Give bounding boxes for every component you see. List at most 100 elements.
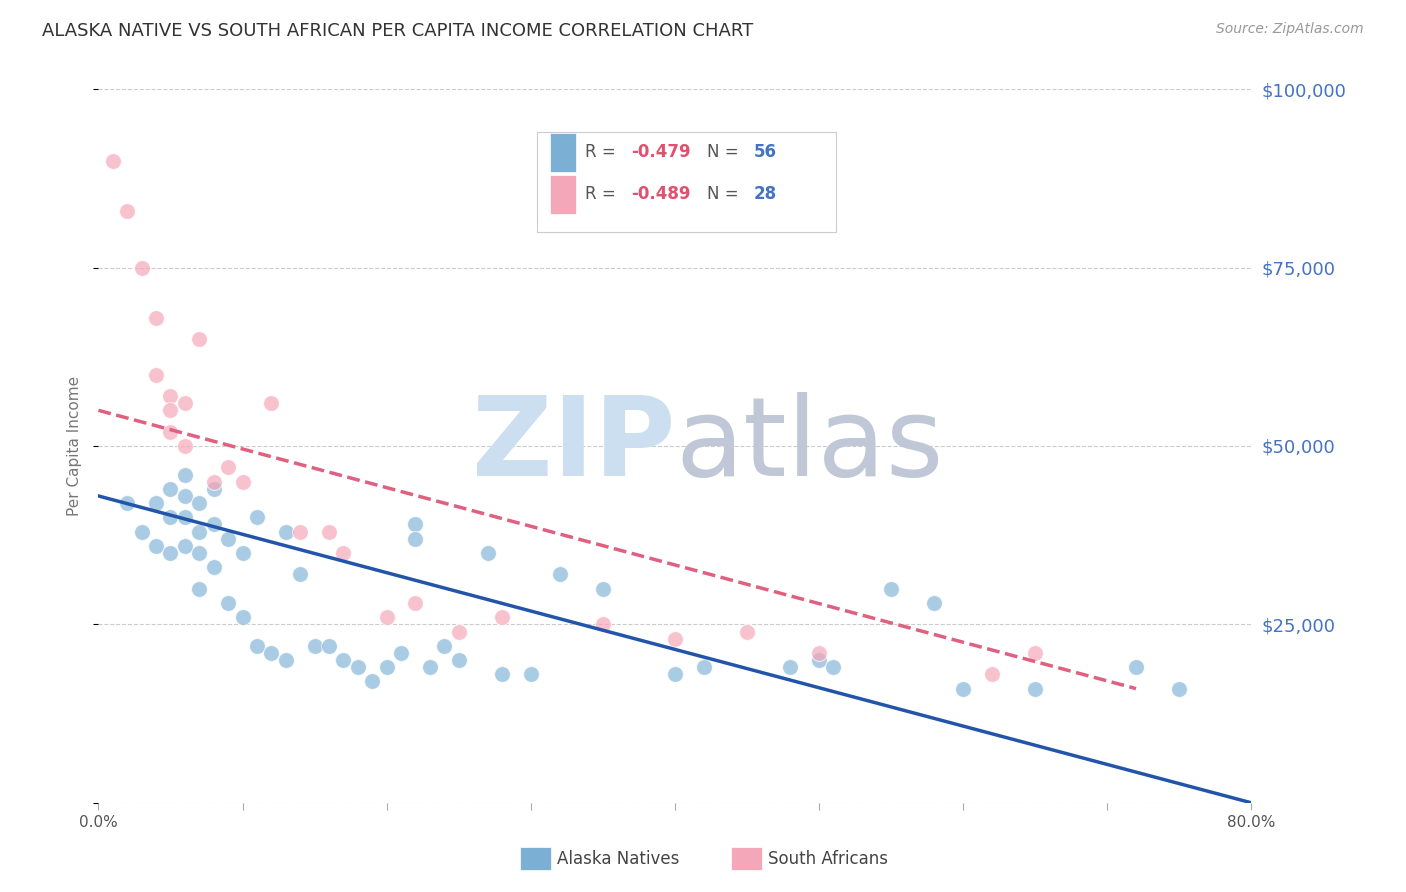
Text: N =: N =	[707, 144, 744, 161]
Point	[433, 639, 456, 653]
Point	[145, 368, 167, 382]
Point	[131, 524, 153, 539]
Point	[217, 532, 239, 546]
Point	[389, 646, 412, 660]
Text: Source: ZipAtlas.com: Source: ZipAtlas.com	[1216, 22, 1364, 37]
Point	[145, 496, 167, 510]
Point	[779, 660, 801, 674]
Point	[159, 510, 181, 524]
Point	[447, 653, 470, 667]
Point	[318, 524, 340, 539]
Text: ZIP: ZIP	[471, 392, 675, 500]
Point	[592, 582, 614, 596]
Point	[735, 624, 758, 639]
Text: Alaska Natives: Alaska Natives	[557, 849, 679, 868]
Point	[202, 482, 225, 496]
Text: -0.479: -0.479	[631, 144, 690, 161]
Point	[405, 517, 427, 532]
Point	[202, 517, 225, 532]
Point	[174, 510, 197, 524]
Point	[807, 646, 830, 660]
Point	[491, 610, 513, 624]
Point	[274, 653, 297, 667]
Point	[188, 496, 211, 510]
Point	[202, 475, 225, 489]
Point	[159, 482, 181, 496]
Point	[188, 332, 211, 346]
Point	[405, 596, 427, 610]
Text: N =: N =	[707, 186, 744, 203]
Point	[174, 396, 197, 410]
Point	[375, 660, 398, 674]
Text: South Africans: South Africans	[768, 849, 887, 868]
Point	[274, 524, 297, 539]
Point	[592, 617, 614, 632]
Point	[548, 567, 571, 582]
Point	[145, 539, 167, 553]
Point	[952, 681, 974, 696]
Point	[332, 653, 354, 667]
Point	[332, 546, 354, 560]
Point	[1024, 646, 1046, 660]
FancyBboxPatch shape	[537, 132, 837, 232]
Text: R =: R =	[585, 144, 621, 161]
Point	[304, 639, 326, 653]
Point	[246, 639, 269, 653]
Point	[159, 403, 181, 417]
Point	[823, 660, 845, 674]
Point	[159, 546, 181, 560]
Bar	[550, 133, 575, 172]
Point	[880, 582, 903, 596]
Point	[117, 496, 139, 510]
Point	[188, 546, 211, 560]
Point	[290, 567, 312, 582]
Point	[491, 667, 513, 681]
Point	[922, 596, 945, 610]
Point	[664, 667, 686, 681]
Point	[101, 153, 124, 168]
Point	[188, 582, 211, 596]
Point	[318, 639, 340, 653]
Point	[419, 660, 441, 674]
Point	[981, 667, 1004, 681]
Point	[260, 396, 283, 410]
Point	[202, 560, 225, 574]
Point	[1024, 681, 1046, 696]
Point	[290, 524, 312, 539]
Text: -0.489: -0.489	[631, 186, 690, 203]
Point	[131, 260, 153, 275]
Text: atlas: atlas	[675, 392, 943, 500]
Point	[174, 439, 197, 453]
Point	[477, 546, 499, 560]
Point	[188, 524, 211, 539]
Point	[664, 632, 686, 646]
Point	[260, 646, 283, 660]
Point	[159, 425, 181, 439]
Point	[520, 667, 543, 681]
Point	[361, 674, 384, 689]
Point	[246, 510, 269, 524]
Text: ALASKA NATIVE VS SOUTH AFRICAN PER CAPITA INCOME CORRELATION CHART: ALASKA NATIVE VS SOUTH AFRICAN PER CAPIT…	[42, 22, 754, 40]
Point	[217, 460, 239, 475]
Point	[1168, 681, 1191, 696]
Text: R =: R =	[585, 186, 621, 203]
Y-axis label: Per Capita Income: Per Capita Income	[67, 376, 83, 516]
Point	[231, 546, 254, 560]
Point	[174, 467, 197, 482]
Point	[231, 610, 254, 624]
Point	[117, 203, 139, 218]
Point	[447, 624, 470, 639]
Point	[145, 310, 167, 325]
Bar	[550, 175, 575, 214]
Point	[231, 475, 254, 489]
Point	[217, 596, 239, 610]
Text: 56: 56	[754, 144, 776, 161]
Point	[693, 660, 716, 674]
Text: 28: 28	[754, 186, 776, 203]
Point	[807, 653, 830, 667]
Point	[375, 610, 398, 624]
Point	[1125, 660, 1147, 674]
Point	[346, 660, 368, 674]
Point	[405, 532, 427, 546]
Point	[174, 489, 197, 503]
